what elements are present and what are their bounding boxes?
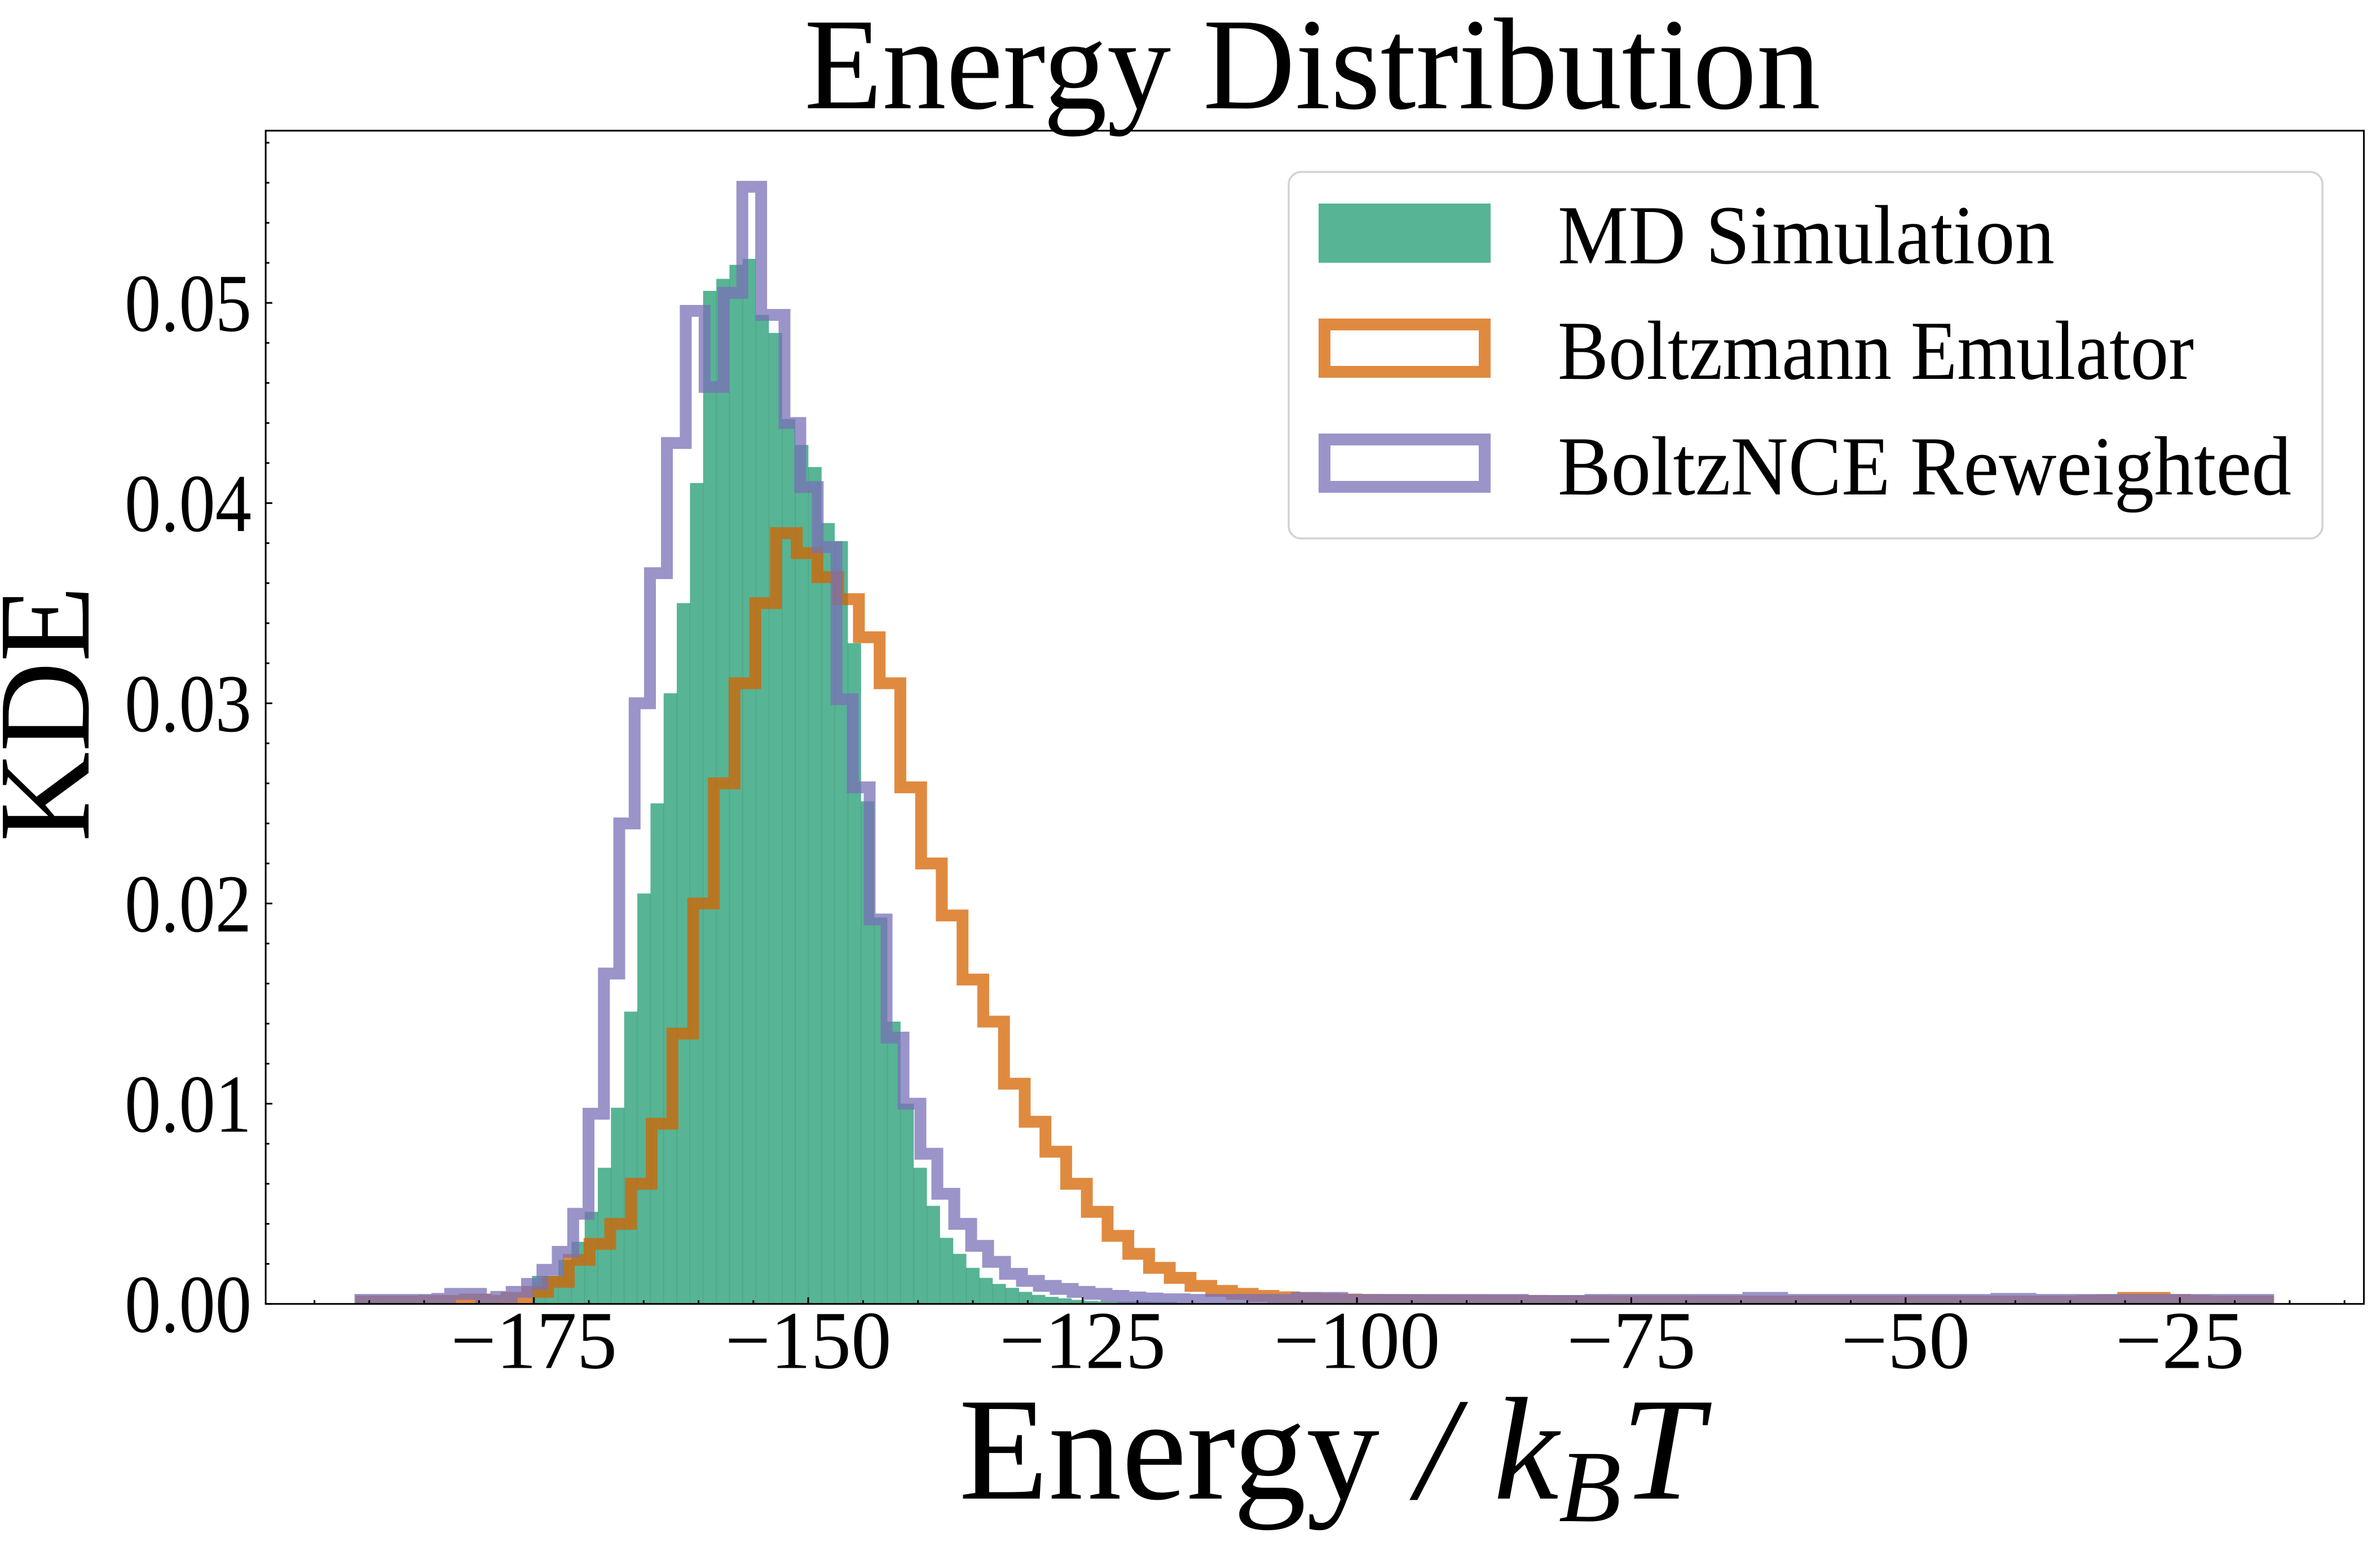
svg-text:BoltzNCE Reweighted: BoltzNCE Reweighted [1558, 420, 2291, 513]
svg-text:0.00: 0.00 [125, 1258, 252, 1350]
svg-text:0.04: 0.04 [125, 458, 252, 549]
svg-text:Energy Distribution: Energy Distribution [804, 0, 1821, 137]
svg-text:−175: −175 [451, 1294, 617, 1386]
svg-text:−150: −150 [725, 1294, 892, 1386]
svg-text:−75: −75 [1567, 1294, 1696, 1386]
svg-text:0.02: 0.02 [125, 858, 252, 949]
svg-text:0.05: 0.05 [125, 258, 252, 349]
svg-text:Boltzmann Emulator: Boltzmann Emulator [1558, 304, 2194, 397]
svg-text:−50: −50 [1841, 1294, 1970, 1386]
svg-text:−100: −100 [1274, 1294, 1440, 1386]
svg-text:0.01: 0.01 [125, 1058, 252, 1150]
svg-text:0.03: 0.03 [125, 658, 252, 749]
svg-text:−125: −125 [999, 1294, 1166, 1386]
svg-text:−25: −25 [2115, 1294, 2245, 1386]
svg-text:KDE: KDE [0, 586, 117, 842]
svg-text:MD Simulation: MD Simulation [1558, 189, 2055, 282]
